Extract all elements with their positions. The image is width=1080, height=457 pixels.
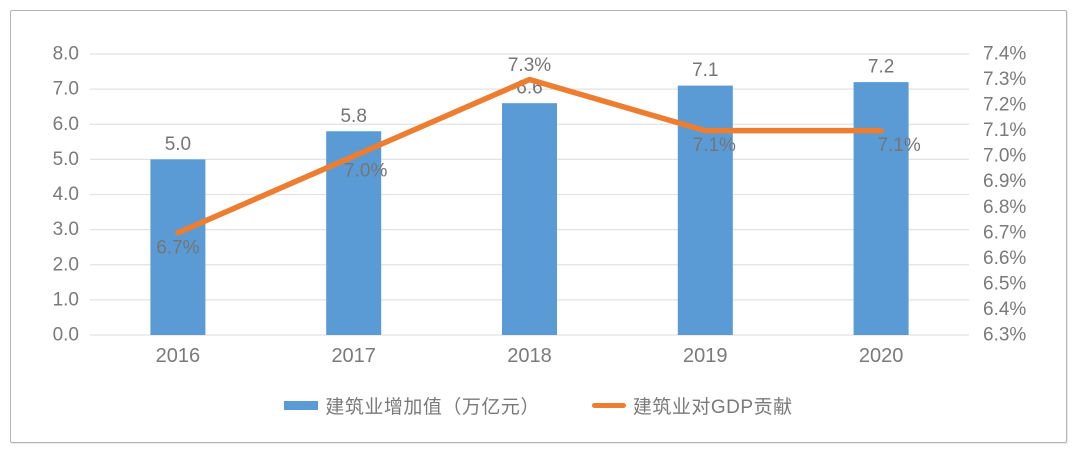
- left-axis-tick: 7.0: [53, 79, 79, 100]
- right-axis-tick: 7.4%: [983, 44, 1026, 65]
- right-axis-tick: 6.3%: [983, 325, 1026, 346]
- line-data-label: 7.1%: [877, 135, 920, 156]
- right-axis-tick: 7.0%: [983, 146, 1026, 167]
- right-axis-tick: 6.8%: [983, 197, 1026, 218]
- line-data-label: 7.0%: [344, 161, 387, 182]
- left-axis-tick: 6.0: [53, 114, 79, 135]
- bar-data-label: 7.1: [692, 60, 718, 81]
- line-data-label: 7.3%: [508, 55, 551, 76]
- right-axis-tick: 7.1%: [983, 120, 1026, 141]
- right-axis-tick: 7.3%: [983, 69, 1026, 90]
- left-axis-tick: 8.0: [53, 44, 79, 65]
- chart-plot: 8.07.06.05.04.03.02.01.00.07.4%7.3%7.2%7…: [53, 44, 1027, 368]
- left-axis-tick: 5.0: [53, 149, 79, 170]
- category-label: 2017: [331, 345, 376, 367]
- bar-data-label: 7.2: [868, 57, 894, 78]
- bar-series: [150, 82, 909, 335]
- left-axis-tick: 4.0: [53, 184, 79, 205]
- right-axis-tick: 6.6%: [983, 248, 1026, 269]
- line-data-label: 7.1%: [693, 135, 736, 156]
- right-axis-tick: 6.9%: [983, 171, 1026, 192]
- bar-data-label: 5.8: [340, 106, 366, 127]
- left-axis-labels: 8.0 7.0 6.0 5.0 4.0 3.0 2.0 1.0 0.0: [53, 44, 79, 346]
- category-label: 2016: [156, 345, 201, 367]
- bar: [853, 82, 909, 335]
- right-axis-labels: 7.4% 7.3% 7.2% 7.1% 7.0% 6.9% 6.8% 6.7% 6.6% 6.5%…: [983, 44, 1026, 346]
- category-labels: 2016 2017 2018 2019 2020: [156, 345, 904, 367]
- line-series: [175, 76, 884, 236]
- left-axis-tick: 0.0: [53, 325, 79, 346]
- right-axis-tick: 6.7%: [983, 222, 1026, 243]
- line-path: [175, 76, 884, 236]
- left-axis-tick: 3.0: [53, 219, 79, 240]
- category-label: 2018: [507, 345, 552, 367]
- bar: [150, 159, 206, 335]
- bar: [502, 103, 557, 335]
- right-axis-tick: 6.4%: [983, 299, 1026, 320]
- bar-data-label: 5.0: [165, 134, 191, 155]
- chart-card: 8.0 7.0 6.0 5.0 4.0 3.0 2.0 1.0 0.0 7.4% 7.3% 7.2% 7…: [10, 10, 1067, 443]
- right-axis-tick: 6.5%: [983, 273, 1026, 294]
- line-data-label: 6.7%: [156, 237, 199, 258]
- left-axis-tick: 2.0: [53, 254, 79, 275]
- right-axis-tick: 7.2%: [983, 95, 1026, 116]
- left-axis-tick: 1.0: [53, 289, 79, 310]
- line-data-labels: 6.7% 7.0% 7.3% 7.1% 7.1%: [156, 55, 921, 258]
- category-label: 2019: [683, 345, 728, 367]
- category-label: 2020: [859, 345, 904, 367]
